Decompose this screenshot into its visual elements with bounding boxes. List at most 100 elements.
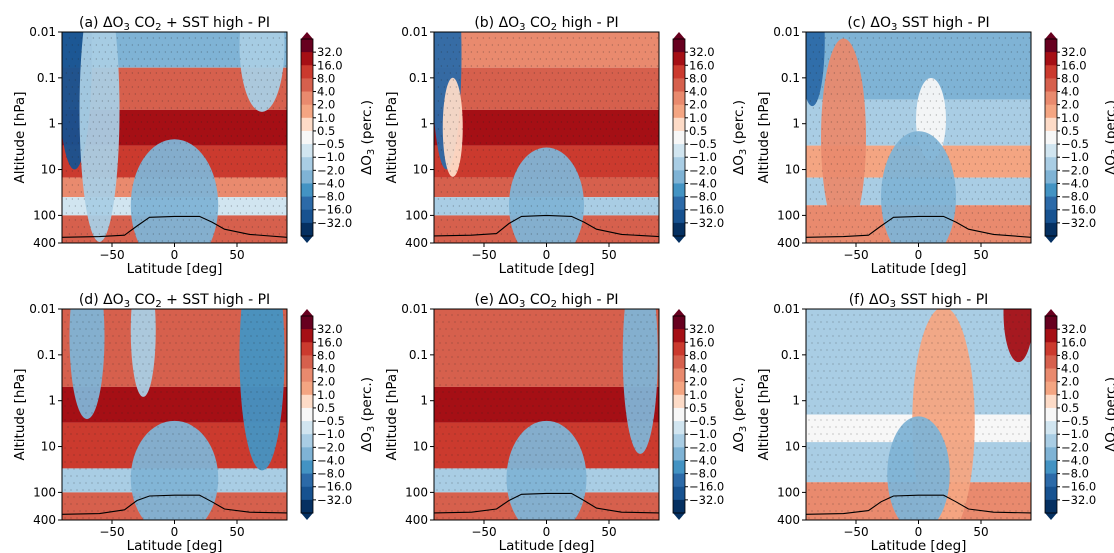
- ytick-label: 100: [405, 208, 428, 222]
- colorbar-segment: [301, 196, 313, 211]
- x-axis-label: Latitude [deg]: [871, 538, 967, 553]
- colorbar-frame: [672, 315, 686, 514]
- colorbar-segment: [1045, 170, 1057, 184]
- ytick-label: 100: [33, 485, 56, 499]
- colorbar-segment: [673, 130, 685, 145]
- colorbar-segment: [301, 499, 313, 514]
- colorbar-tick-label: 1.0: [689, 111, 707, 125]
- colorbar-label: ΔO3 (perc.): [359, 100, 377, 175]
- colorbar-segment: [673, 196, 685, 211]
- colorbar: 32.016.08.04.02.01.00.5−0.5−1.0−2.0−4.0−…: [300, 32, 377, 243]
- ytick-label: 1: [792, 394, 800, 408]
- band-2: [434, 109, 659, 146]
- colorbar-segment: [673, 183, 685, 198]
- colorbar-tick-label: 16.0: [317, 58, 343, 72]
- xtick-label: 50: [601, 525, 616, 539]
- colorbar-segment: [301, 355, 313, 370]
- ytick-label: 0.01: [401, 302, 428, 316]
- colorbar-tick-label: 8.0: [317, 348, 335, 362]
- colorbar-tick-label: −32.0: [689, 216, 724, 230]
- colorbar-segment: [301, 222, 313, 237]
- colorbar-segment: [301, 329, 313, 343]
- plot-area: [434, 32, 659, 243]
- ytick-label: 400: [33, 513, 56, 527]
- colorbar-tick-label: 2.0: [689, 375, 707, 389]
- plot-area: [62, 32, 287, 243]
- ytick-label: 400: [33, 236, 56, 250]
- colorbar-segment: [673, 473, 685, 488]
- tropopause-line: [434, 214, 659, 238]
- colorbar-tick-label: 8.0: [689, 348, 707, 362]
- xtick-label: 50: [229, 248, 244, 262]
- colorbar-tick-label: −16.0: [689, 480, 724, 494]
- colorbar-tick-label: 32.0: [1061, 322, 1087, 336]
- colorbar-segment: [1045, 157, 1057, 171]
- colorbar-segment: [301, 421, 313, 435]
- colorbar-tick-label: 2.0: [689, 98, 707, 112]
- colorbar-tick-label: 8.0: [317, 71, 335, 85]
- colorbar-tick-label: −4.0: [317, 453, 345, 467]
- colorbar-segment: [1045, 144, 1057, 158]
- colorbar-segment: [673, 499, 685, 514]
- panel-title: (e) ΔO3 CO2 high - PI: [474, 292, 618, 310]
- colorbar-segment: [1045, 39, 1057, 53]
- contour-blob-2: [239, 309, 285, 471]
- colorbar-frame: [1044, 315, 1058, 514]
- plot-area: [434, 309, 659, 520]
- contour-blob-2: [887, 416, 950, 520]
- colorbar-tick-label: −8.0: [689, 467, 717, 481]
- colorbar-tick-label: −32.0: [689, 493, 724, 507]
- colorbar-tick-label: 4.0: [1061, 362, 1079, 376]
- colorbar-extend-bottom: [1045, 513, 1057, 520]
- colorbar-tick-label: 1.0: [317, 388, 335, 402]
- colorbar-tick-label: 0.5: [689, 401, 707, 415]
- ytick-label: 1: [48, 394, 56, 408]
- colorbar-extend-top: [673, 32, 685, 39]
- plot-area: [806, 309, 1031, 520]
- colorbar-tick-label: 16.0: [1061, 335, 1087, 349]
- xtick-label: 0: [915, 248, 923, 262]
- colorbar-segment: [1045, 447, 1057, 461]
- colorbar-frame: [300, 38, 314, 237]
- panel-title: (a) ΔO3 CO2 + SST high - PI: [79, 15, 270, 33]
- plot-area: [806, 32, 1031, 243]
- colorbar-segment: [1045, 421, 1057, 435]
- colorbar-tick-label: −32.0: [1061, 493, 1096, 507]
- ytick-label: 100: [777, 485, 800, 499]
- y-axis-label: Altitude [hPa]: [12, 369, 28, 461]
- colorbar-segment: [1045, 499, 1057, 514]
- ytick-label: 0.01: [773, 25, 800, 39]
- colorbar-tick-label: −1.0: [689, 150, 717, 164]
- colorbar-segment: [301, 130, 313, 145]
- colorbar-segment: [301, 381, 313, 396]
- colorbar-tick-label: 2.0: [1061, 98, 1079, 112]
- xtick-label: −50: [843, 248, 868, 262]
- colorbar-segment: [301, 447, 313, 461]
- colorbar-tick-label: −2.0: [1061, 163, 1089, 177]
- colorbar-tick-label: 16.0: [317, 335, 343, 349]
- ytick-label: 10: [41, 163, 56, 177]
- contour-blob-0: [1003, 309, 1031, 363]
- ytick-label: 1: [420, 117, 428, 131]
- colorbar-segment: [1045, 183, 1057, 198]
- xtick-label: −50: [471, 248, 496, 262]
- colorbar-segment: [301, 368, 313, 383]
- tropopause-line: [62, 215, 287, 238]
- colorbar-tick-label: −16.0: [317, 480, 352, 494]
- colorbar-segment: [673, 104, 685, 119]
- colorbar: 32.016.08.04.02.01.00.5−0.5−1.0−2.0−4.0−…: [1044, 32, 1114, 243]
- colorbar-label: ΔO3 (perc.): [731, 100, 749, 175]
- ytick-label: 100: [777, 208, 800, 222]
- colorbar-segment: [301, 394, 313, 409]
- panel-f: 0.01 0.1 1 10 100 400 −50 0 50 Latitude [deg] Alti…: [756, 292, 1114, 553]
- ytick-label: 100: [405, 485, 428, 499]
- contour-blob-0: [806, 32, 825, 107]
- colorbar-segment: [301, 65, 313, 79]
- colorbar-segment: [1045, 209, 1057, 224]
- ytick-label: 0.01: [29, 25, 56, 39]
- colorbar-tick-label: 2.0: [1061, 375, 1079, 389]
- colorbar-tick-label: 4.0: [689, 85, 707, 99]
- colorbar-tick-label: 8.0: [689, 71, 707, 85]
- colorbar-tick-label: 32.0: [1061, 45, 1087, 59]
- colorbar-segment: [673, 421, 685, 435]
